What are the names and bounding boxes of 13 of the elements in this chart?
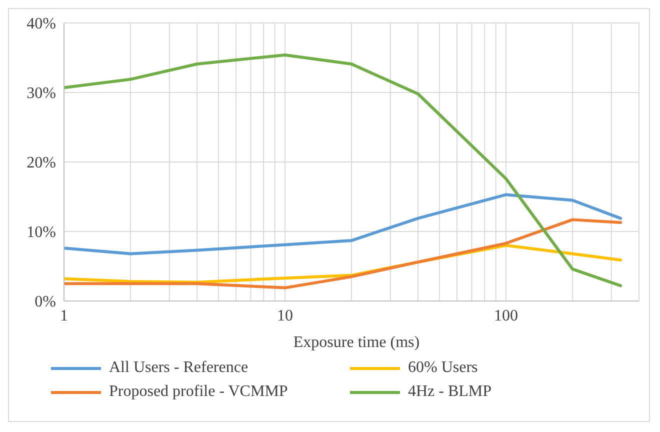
y-tick-label: 0% (34, 294, 56, 311)
y-tick-label: 30% (26, 85, 56, 102)
legend-label: 4Hz - BLMP (408, 383, 492, 401)
legend-label: Proposed profile - VCMMP (109, 383, 288, 401)
legend-label: 60% Users (408, 359, 478, 377)
y-tick-label: 10% (26, 224, 56, 242)
x-tick-label: 10 (276, 307, 293, 324)
x-axis-title: Exposure time (ms) (292, 333, 421, 353)
x-tick-label: 1 (60, 307, 68, 324)
y-tick-label: 40% (26, 16, 56, 33)
x-tick-label: 100 (494, 307, 518, 324)
y-tick-label: 20% (26, 154, 56, 172)
legend-label: All Users - Reference (109, 359, 248, 377)
